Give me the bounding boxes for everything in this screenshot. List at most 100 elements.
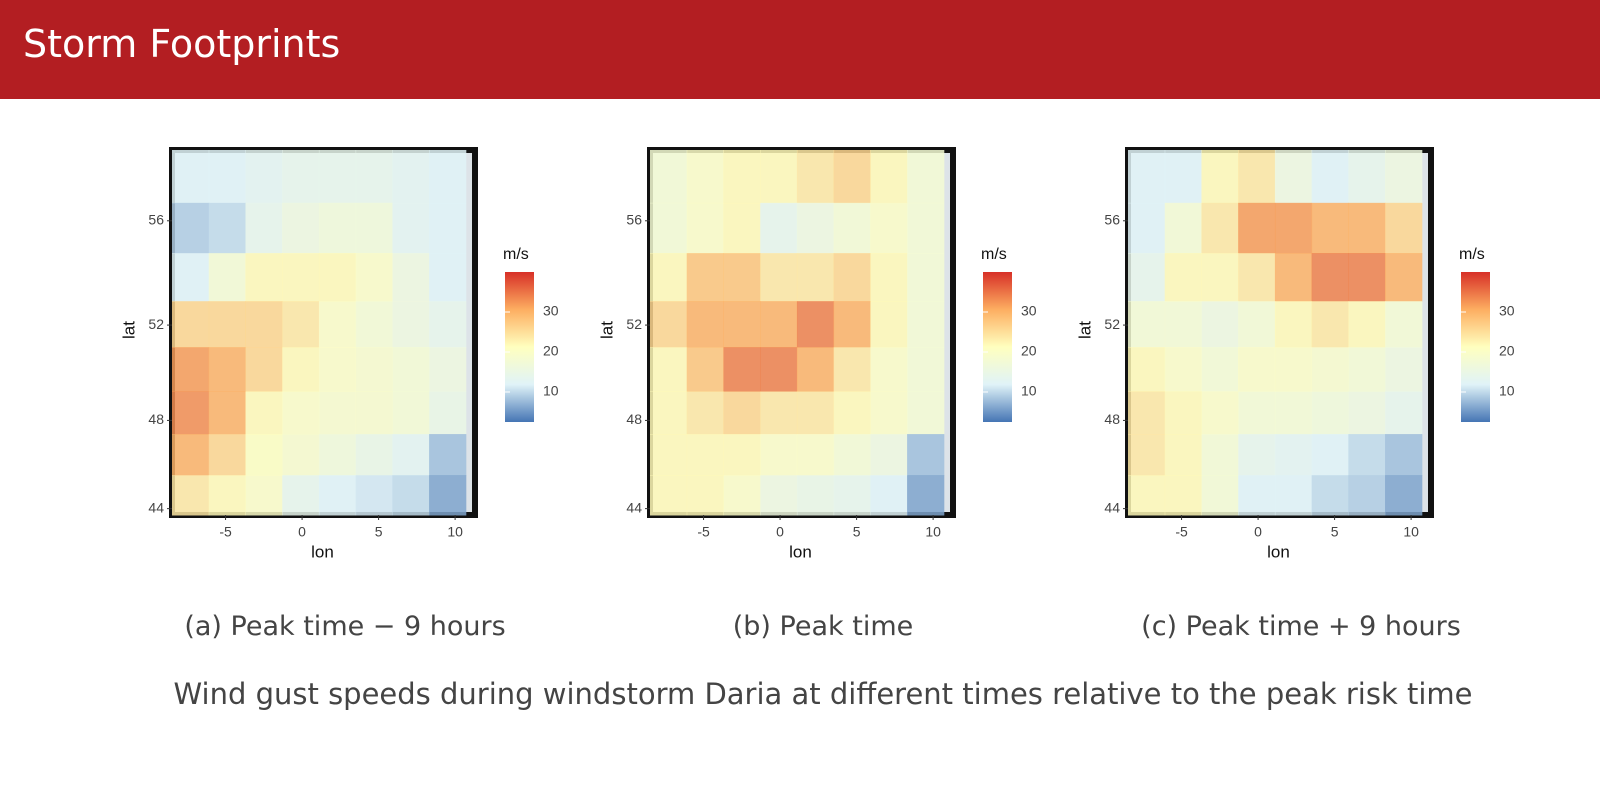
- y-tick-label: 56: [626, 211, 642, 227]
- heat-cell: [392, 202, 430, 254]
- heat-cell: [1164, 475, 1202, 516]
- heat-cell: [870, 391, 908, 435]
- heat-cell: [870, 434, 908, 476]
- heat-cell: [870, 202, 908, 254]
- heat-cell: [1128, 150, 1166, 204]
- heat-cell: [282, 202, 320, 254]
- heat-cell: [392, 391, 430, 435]
- heat-cell: [318, 301, 357, 348]
- heat-cell: [282, 253, 320, 302]
- heat-cell: [1385, 202, 1423, 254]
- heat-cell: [208, 347, 246, 392]
- x-tick-label: -5: [219, 524, 232, 540]
- heat-cell: [172, 150, 210, 204]
- heat-cell: [245, 434, 283, 476]
- heat-cell: [723, 150, 761, 204]
- x-tick-label: 5: [1331, 524, 1339, 540]
- heat-cell: [1238, 253, 1276, 302]
- heat-cell: [1201, 253, 1239, 302]
- heat-cell: [172, 253, 210, 302]
- heat-cell: [1385, 391, 1423, 435]
- heat-cell: [172, 391, 210, 435]
- heat-cell: [1274, 434, 1313, 476]
- heat-cell: [392, 434, 430, 476]
- heat-cell: [760, 434, 798, 476]
- heat-cell: [208, 434, 246, 476]
- heat-cell: [1128, 253, 1166, 302]
- heat-cell: [245, 301, 283, 348]
- heat-cell: [870, 475, 908, 516]
- heat-cell: [1311, 253, 1349, 302]
- heat-cell: [796, 202, 835, 254]
- heat-cell: [245, 150, 283, 204]
- x-tick-label: 10: [925, 524, 941, 540]
- colorbar-tick-label: 30: [1499, 303, 1515, 319]
- heat-cell: [686, 202, 724, 254]
- heat-cell: [1385, 253, 1423, 302]
- heat-cell: [1201, 150, 1239, 204]
- colorbar-title: m/s: [503, 246, 529, 263]
- heat-cell: [723, 434, 761, 476]
- colorbar-tick-label: 20: [1021, 343, 1037, 359]
- heat-cell: [1128, 434, 1166, 476]
- heat-cell: [723, 391, 761, 435]
- heat-cell: [907, 301, 945, 348]
- heat-cell: [723, 202, 761, 254]
- heat-cell: [1311, 475, 1349, 516]
- heat-cell: [1128, 475, 1166, 516]
- heat-cell: [1201, 347, 1239, 392]
- heat-cell: [392, 347, 430, 392]
- y-tick-label: 56: [148, 211, 164, 227]
- y-tick-label: 44: [148, 499, 164, 515]
- heat-cell: [355, 434, 393, 476]
- heat-cell: [282, 391, 320, 435]
- heat-cell: [1201, 434, 1239, 476]
- heat-cell: [208, 301, 246, 348]
- heat-cell: [1311, 150, 1349, 204]
- y-tick-label: 52: [1104, 316, 1120, 332]
- figure-caption: Wind gust speeds during windstorm Daria …: [173, 677, 1472, 711]
- heat-cell: [208, 202, 246, 254]
- heat-cell: [1128, 301, 1166, 348]
- subfigure-text: Peak time + 9 hours: [1186, 611, 1461, 642]
- colorbar-tick-label: 30: [543, 303, 559, 319]
- y-axis-label: lat: [597, 321, 616, 339]
- heat-cell: [282, 301, 320, 348]
- colorbar: [1461, 272, 1490, 422]
- colorbar: [983, 272, 1012, 422]
- heat-cell: [208, 475, 246, 516]
- heat-cell: [1274, 475, 1313, 516]
- heat-cell: [429, 434, 467, 476]
- heat-cell: [650, 391, 688, 435]
- heat-cell: [1201, 202, 1239, 254]
- heat-cell: [1385, 301, 1423, 348]
- colorbar-tick-label: 10: [543, 383, 559, 399]
- heat-cell: [429, 202, 467, 254]
- heat-cell: [907, 202, 945, 254]
- heat-cell: [1164, 391, 1202, 435]
- slide-title: Storm Footprints: [23, 22, 341, 66]
- heat-cell: [760, 475, 798, 516]
- heat-cell: [355, 202, 393, 254]
- heat-cell: [392, 475, 430, 516]
- heat-cell: [1348, 253, 1386, 302]
- header: Storm Footprints: [0, 0, 1600, 99]
- heat-cell: [907, 347, 945, 392]
- heat-cell: [1274, 202, 1313, 254]
- heat-cell: [1348, 475, 1386, 516]
- heat-cell: [318, 150, 357, 204]
- x-tick-label: 0: [1254, 524, 1262, 540]
- heat-cell: [907, 391, 945, 435]
- x-tick-label: 0: [298, 524, 306, 540]
- heat-cell: [796, 301, 835, 348]
- y-tick-label: 56: [1104, 211, 1120, 227]
- heat-cell: [1164, 150, 1202, 204]
- heat-cell: [686, 301, 724, 348]
- subfigure-text: Peak time − 9 hours: [231, 611, 506, 642]
- heat-cell: [686, 434, 724, 476]
- x-axis-label: lon: [311, 542, 334, 561]
- heat-cell: [1164, 202, 1202, 254]
- heat-cell: [723, 475, 761, 516]
- heat-cell: [650, 253, 688, 302]
